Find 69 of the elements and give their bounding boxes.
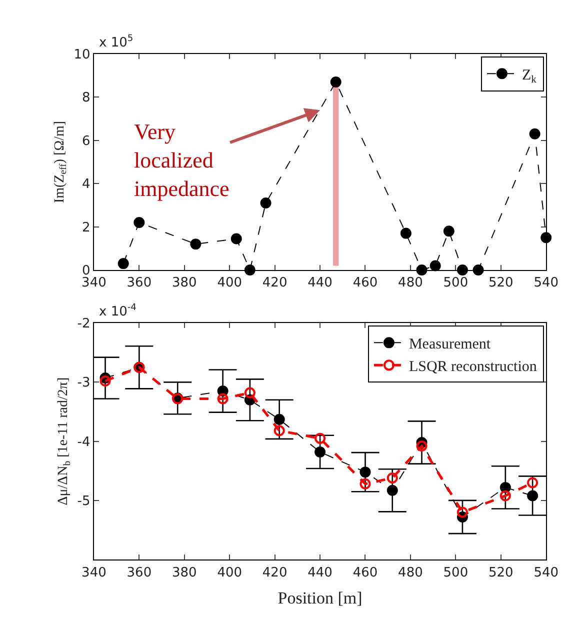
point [360,478,371,490]
x-tick-label: 340 [82,565,106,580]
y-tick-label: 8 [82,90,90,106]
point [540,232,552,244]
x-tick-label: 540 [534,565,559,580]
x-tick-label: 440 [308,565,332,580]
point [244,387,256,398]
point [527,477,538,488]
x-tick-label: 460 [352,276,378,291]
point [274,414,285,425]
point [230,233,242,244]
point [456,506,468,518]
x-tick-label: 420 [262,565,288,580]
text: x 10$^{-4}$ [99,303,137,320]
x-tick-label: 540 [534,276,559,291]
point [400,228,412,239]
point [430,260,441,272]
point [527,490,538,502]
x-tick-label: 340 [82,276,106,291]
annotation: Very localized impedance [134,119,230,202]
point [386,472,398,484]
text: x 10$^{5}$ [99,34,134,50]
y-tick-label: -4 [77,434,90,450]
x-tick-label: 460 [352,565,378,580]
y-tick-label: 2 [82,220,90,236]
x-tick-label: 360 [126,565,152,580]
point [274,425,285,436]
y-tick-label: -5 [77,494,90,510]
point [443,226,454,237]
point [529,128,540,140]
point [360,466,371,478]
point [100,375,111,386]
x-tick-label: 500 [443,565,468,580]
x-axis-title: Position [m] [278,588,362,608]
y-tick-label: 6 [82,134,90,149]
x-tick-label: 480 [398,565,423,580]
legend-label: Z$_{k}$ [522,67,538,86]
point [244,264,256,276]
point [416,264,428,276]
x-tick-label: 480 [398,276,423,291]
point [386,484,398,496]
point [134,216,145,228]
y-tick-label: 4 [82,177,90,192]
point [456,264,468,276]
legend-label: Measurement [408,336,492,353]
point [416,440,428,452]
legend-label: LSQR reconstruction [408,359,538,376]
y-tick-label: 10 [74,47,90,62]
x-tick-label: 420 [262,276,288,291]
x-tick-label: 500 [443,276,468,291]
x-tick-label: 360 [126,276,152,291]
point [314,446,326,458]
point [472,264,484,276]
x-tick-label: 400 [217,276,242,291]
x-tick-label: 380 [172,276,197,291]
x-tick-label: 380 [172,565,197,580]
y-tick-label: -3 [77,376,90,391]
x-tick-label: 440 [308,276,332,291]
point [500,490,511,502]
y-tick-label: -2 [77,316,90,332]
x-tick-label: 400 [217,565,242,580]
x-tick-label: 520 [488,276,514,291]
point [330,76,342,88]
point [260,198,272,209]
point [314,432,326,444]
point [217,393,228,404]
point [118,258,129,270]
point [190,238,202,250]
x-tick-label: 520 [488,565,514,580]
